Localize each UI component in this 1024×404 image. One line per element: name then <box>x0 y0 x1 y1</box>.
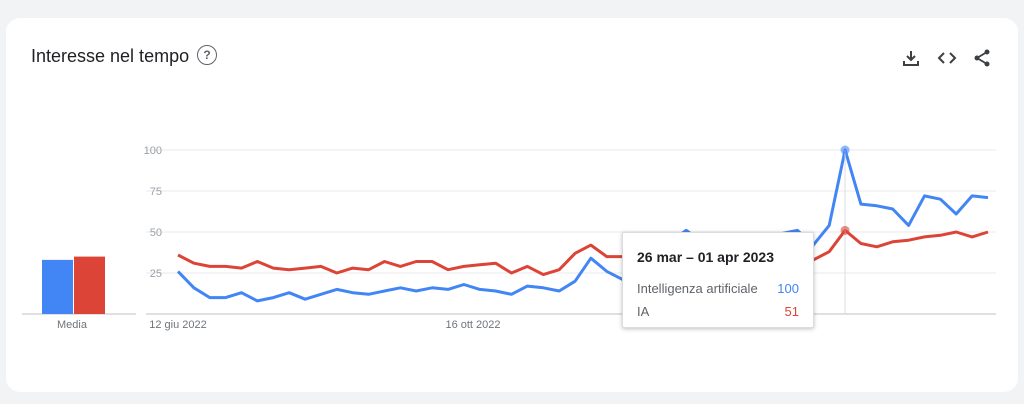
y-tick-label: 25 <box>150 268 162 280</box>
tooltip-date: 26 mar – 01 apr 2023 <box>637 249 774 265</box>
x-tick-label: 16 ott 2022 <box>445 319 500 331</box>
series-line <box>177 228 989 277</box>
interest-over-time-card: Interesse nel tempo ? 25 50 75 100 Media 12 g… <box>6 18 1018 392</box>
card-title: Interesse nel tempo <box>31 46 190 66</box>
average-bar <box>74 256 105 314</box>
x-tick-label: 12 giu 2022 <box>149 319 207 331</box>
code-icon[interactable] <box>935 46 959 70</box>
average-label: Media <box>57 319 88 331</box>
average-bar <box>42 259 73 314</box>
tooltip-series-value: 100 <box>777 281 799 296</box>
share-icon[interactable] <box>970 46 994 70</box>
tooltip-series-value: 51 <box>784 304 799 319</box>
y-tick-label: 50 <box>150 227 162 239</box>
hover-point <box>840 225 850 235</box>
hover-point <box>840 145 850 155</box>
chart-tooltip: 26 mar – 01 apr 2023 Intelligenza artifi… <box>622 232 814 328</box>
help-circle-icon[interactable]: ? <box>197 45 217 65</box>
tooltip-series-label: IA <box>637 304 650 319</box>
series-line <box>176 148 989 303</box>
y-tick-label: 100 <box>144 145 162 157</box>
tooltip-series-label: Intelligenza artificiale <box>637 281 758 296</box>
download-icon[interactable] <box>899 46 923 70</box>
y-tick-label: 75 <box>150 186 162 198</box>
